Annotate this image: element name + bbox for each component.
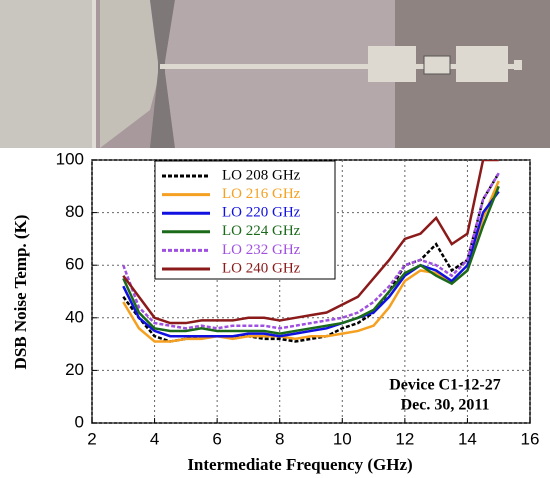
pad-2 [456, 46, 508, 82]
left-strip [0, 0, 95, 148]
microstrip [160, 64, 520, 69]
x-tick-label: 16 [521, 429, 540, 448]
y-axis-label: DSB Noise Temp. (K) [11, 215, 30, 370]
legend-label: LO 240 GHz [222, 260, 301, 276]
pad-3 [514, 60, 522, 70]
micrograph [0, 0, 550, 148]
y-tick-label: 20 [65, 360, 84, 379]
x-tick-label: 10 [333, 429, 352, 448]
series-line [122, 160, 499, 325]
legend-box [154, 160, 336, 280]
probe-gap [150, 0, 175, 148]
legend-label: LO 208 GHz [222, 167, 301, 183]
substrate [165, 0, 395, 148]
y-tick-label: 80 [65, 202, 84, 221]
series-line [122, 190, 500, 338]
y-tick-label: 40 [65, 307, 84, 326]
legend-label: LO 220 GHz [222, 205, 301, 221]
legend-label: LO 216 GHz [222, 186, 301, 202]
legend-label: LO 224 GHz [222, 223, 301, 239]
series-line [122, 172, 500, 343]
junction [423, 55, 451, 75]
y-tick-label: 100 [56, 149, 84, 168]
series-line [122, 180, 500, 343]
pad-1 [368, 46, 416, 82]
series-line [122, 185, 500, 335]
x-tick-label: 14 [458, 429, 477, 448]
probe-left [100, 0, 160, 148]
x-tick-label: 8 [275, 429, 284, 448]
series-line [122, 172, 500, 330]
y-tick-label: 60 [65, 255, 84, 274]
legend-label: LO 232 GHz [222, 242, 301, 258]
grid [91, 159, 531, 424]
x-axis-label: Intermediate Frequency (GHz) [187, 455, 412, 474]
annotation: Device C1-12-27 [389, 377, 501, 394]
x-tick-label: 4 [150, 429, 159, 448]
strip-edge [92, 0, 96, 148]
annotation: Dec. 30, 2011 [401, 397, 490, 414]
y-tick-label: 0 [75, 412, 84, 431]
x-tick-label: 12 [395, 429, 414, 448]
x-tick-label: 6 [212, 429, 221, 448]
x-tick-label: 2 [87, 429, 96, 448]
